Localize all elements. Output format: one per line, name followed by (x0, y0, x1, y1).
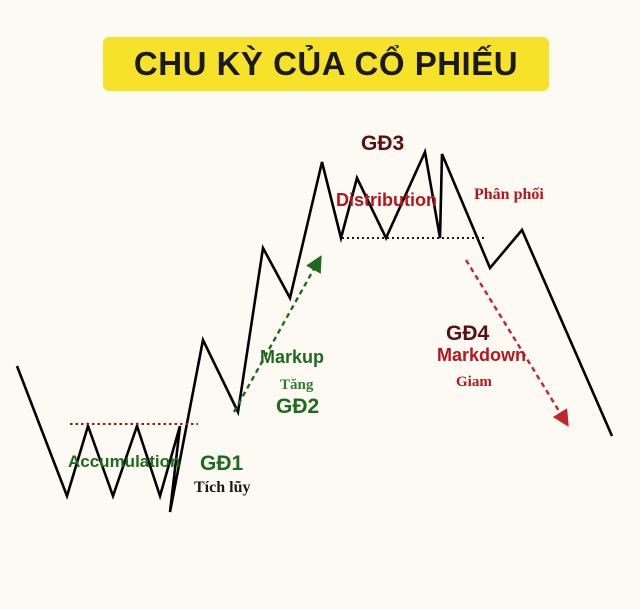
markup-arrow (232, 255, 322, 413)
giam-label: Giam (456, 374, 492, 390)
gd3-label: GĐ3 (361, 132, 405, 155)
tang-label: Tăng (280, 377, 314, 393)
accumulation-label: Accumulation (68, 452, 181, 471)
markup-label: Markup (260, 347, 325, 367)
gd4-label: GĐ4 (446, 322, 490, 345)
markdown-label: Markdown (437, 345, 527, 365)
phan-phoi-label: Phân phối (474, 186, 544, 203)
distribution-label: Distribution (336, 190, 437, 210)
tich-luy-label: Tích lũy (194, 479, 251, 496)
gd2-label: GĐ2 (276, 395, 320, 418)
price-cycle-line (15, 147, 614, 513)
title-banner: CHU KỲ CỦA CỔ PHIẾU (103, 37, 549, 91)
diagram-title: CHU KỲ CỦA CỔ PHIẾU (133, 45, 519, 82)
gd1-label: GĐ1 (200, 452, 244, 475)
